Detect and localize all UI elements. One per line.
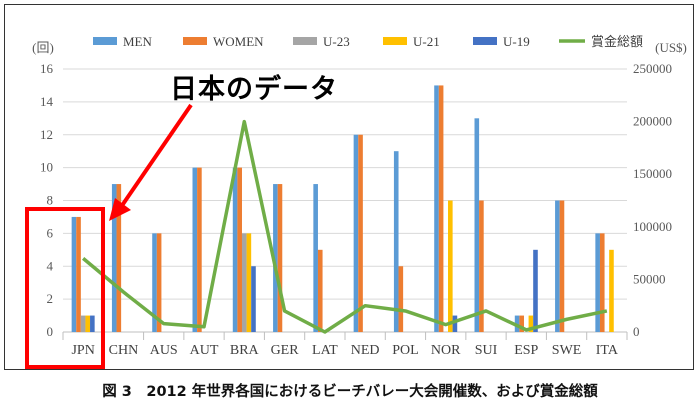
legend-label: MEN [123, 34, 153, 49]
bar-women [398, 266, 404, 332]
x-category-label: POL [392, 343, 418, 358]
y-left-tick-label: 8 [47, 193, 54, 208]
bar-u-21 [85, 315, 91, 332]
chart-svg: 0 2 4 6 8 10 12 14 16 0 50000 100000 150000 200000 250… [25, 34, 687, 369]
bar-women [599, 233, 605, 332]
x-category-label: ITA [596, 343, 619, 358]
y-left-tick-label: 12 [40, 127, 53, 142]
bar-women [438, 85, 444, 332]
legend-swatch [383, 37, 407, 45]
bar-u-19 [251, 266, 256, 332]
line-prize-total [82, 119, 608, 334]
legend-label: U-23 [323, 34, 350, 49]
y-right-tick-label: 150000 [633, 166, 672, 181]
legend-swatch [93, 37, 117, 45]
x-category-label: CHN [109, 343, 139, 358]
bar-women [237, 167, 242, 332]
bar-men [152, 233, 157, 332]
jpn-highlight-box [25, 207, 105, 369]
y-right-tick-label: 50000 [633, 271, 666, 286]
x-category-label: ESP [514, 343, 538, 358]
x-category-label: NED [351, 343, 380, 358]
bar-men [555, 200, 560, 332]
legend-label: WOMEN [213, 34, 264, 49]
bar-women [479, 200, 484, 332]
bar-men [71, 216, 77, 332]
y-right-tick-label: 0 [633, 324, 640, 339]
bar-u-21 [609, 249, 614, 332]
x-category-label: JPN [71, 343, 94, 358]
bar-women [277, 184, 283, 332]
bar-men [393, 151, 399, 332]
bar-women [76, 216, 81, 332]
bar-u-21 [528, 315, 534, 332]
y-right-tick-label: 200000 [633, 114, 672, 129]
x-category-label: GER [271, 343, 300, 358]
y-right-tick-label: 100000 [633, 219, 672, 234]
annotation-arrow-shaft [119, 103, 193, 209]
legend-swatch [473, 37, 497, 45]
annotation-arrow-head [109, 198, 131, 221]
bar-women [156, 233, 162, 332]
y-left-tick-label: 16 [40, 61, 54, 76]
y-right-tick-label: 250000 [633, 61, 672, 76]
figure-caption: 図 3 2012 年世界各国におけるビーチバレー大会開催数、および賞金総額 [102, 384, 598, 400]
bar-women [559, 200, 565, 332]
legend-swatch [183, 37, 207, 45]
y-left-tick-label: 14 [40, 94, 54, 109]
bar-u-23 [80, 315, 86, 332]
bar-u-19 [90, 315, 95, 332]
y-left-tick-label: 6 [47, 225, 54, 240]
bar-u-19 [452, 315, 458, 332]
y-left-tick-label: 2 [47, 291, 54, 306]
bar-women [197, 167, 202, 332]
bar-women [519, 315, 524, 332]
bar-women [116, 184, 122, 332]
legend-label: U-21 [413, 34, 440, 49]
bar-men [192, 167, 198, 332]
y-right-axis-label: (US$) [655, 40, 687, 55]
japan-annotation-label: 日本のデータ [170, 74, 338, 105]
bar-men [273, 184, 278, 332]
bar-men [434, 85, 439, 332]
x-category-label: SUI [475, 343, 498, 358]
bar-men [474, 118, 480, 332]
bar-women [358, 134, 363, 332]
y-left-axis-label: (回) [32, 40, 54, 55]
bar-u-19 [533, 249, 538, 332]
legend-label: U-19 [503, 34, 530, 49]
x-category-label: LAT [312, 343, 338, 358]
y-left-tick-label: 10 [40, 160, 53, 175]
y-left-tick-label: 4 [47, 258, 54, 273]
bar-u-21 [246, 233, 252, 332]
x-category-label: SWE [552, 343, 582, 358]
bar-men [111, 184, 117, 332]
y-left-tick-label: 0 [47, 324, 54, 339]
bar-men [353, 134, 359, 332]
x-category-label: NOR [431, 343, 461, 358]
x-category-label: BRA [230, 343, 260, 358]
bar-men [595, 233, 600, 332]
x-category-label: AUS [150, 343, 178, 358]
bar-women [317, 249, 323, 332]
chart-frame: 0 2 4 6 8 10 12 14 16 0 50000 100000 150000 200000 250… [4, 4, 694, 370]
bar-men [232, 167, 238, 332]
bar-men [313, 184, 318, 332]
bar-u-23 [241, 233, 247, 332]
bar-u-21 [448, 200, 453, 332]
legend-label: 賞金総額 [591, 34, 643, 49]
legend-swatch [293, 37, 317, 45]
x-category-label: AUT [190, 343, 219, 358]
